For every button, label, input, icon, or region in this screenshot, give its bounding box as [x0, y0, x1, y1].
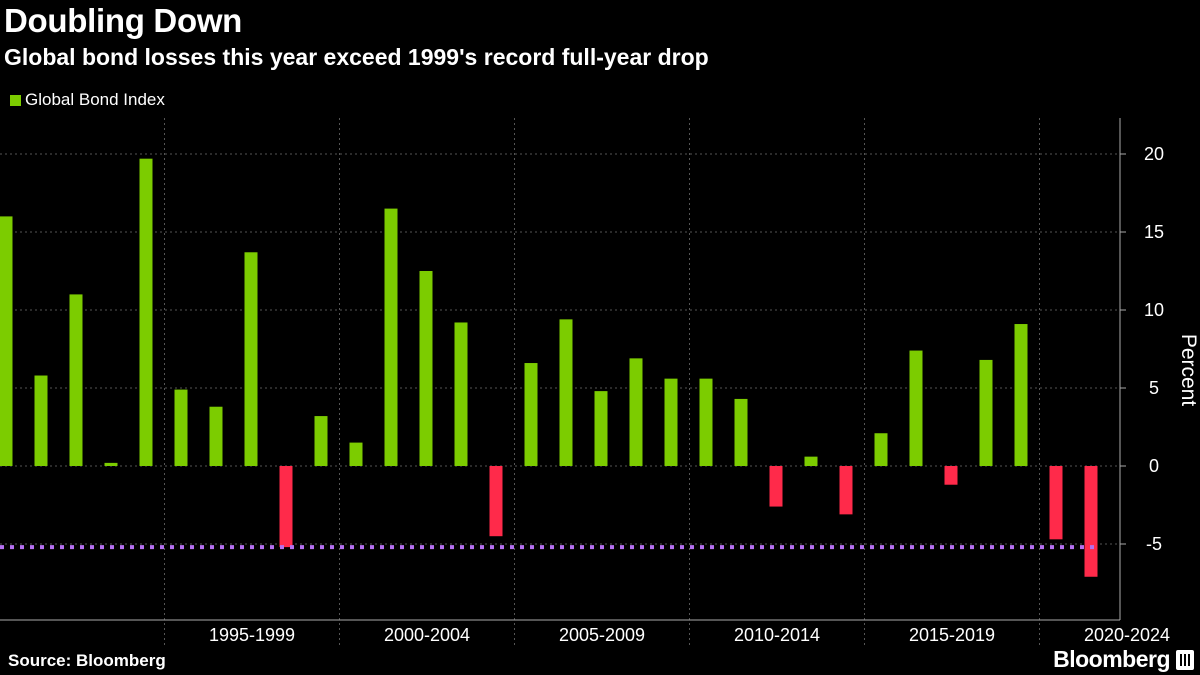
bloomberg-icon — [1176, 650, 1194, 670]
bar — [699, 378, 713, 466]
bar — [384, 208, 398, 466]
x-tick-label: 2015-2019 — [909, 625, 995, 645]
bar — [349, 442, 363, 466]
source-note: Source: Bloomberg — [8, 651, 166, 670]
legend: Global Bond Index — [10, 90, 165, 110]
chart-subtitle: Global bond losses this year exceed 1999… — [4, 44, 709, 70]
bar — [279, 466, 293, 548]
bar — [244, 252, 258, 466]
bar — [174, 389, 188, 466]
bar — [0, 216, 13, 466]
bar — [139, 158, 153, 466]
y-axis-title: Percent — [1177, 334, 1200, 407]
bar — [979, 359, 993, 466]
bar — [104, 462, 118, 466]
bar — [804, 456, 818, 466]
bar — [34, 375, 48, 466]
bar — [454, 322, 468, 466]
y-tick-label: 0 — [1149, 456, 1159, 476]
bar — [839, 466, 853, 515]
x-tick-label: 1995-1999 — [209, 625, 295, 645]
bar — [489, 466, 503, 537]
bar — [524, 363, 538, 466]
bar — [1014, 324, 1028, 466]
x-tick-label: 2020-2024 — [1084, 625, 1170, 645]
bar — [559, 319, 573, 466]
y-tick-label: -5 — [1146, 534, 1162, 554]
bar — [769, 466, 783, 507]
legend-label: Global Bond Index — [25, 90, 165, 109]
bar — [419, 271, 433, 466]
bar — [909, 350, 923, 466]
y-tick-label: 20 — [1144, 144, 1164, 164]
bar — [1049, 466, 1063, 540]
bar — [944, 466, 958, 485]
bar — [734, 398, 748, 466]
bar — [209, 406, 223, 466]
brand-logo: Bloomberg — [1053, 646, 1170, 672]
axis-layer: 20 15 10 5 0 -5 1995-1999 2000-2004 2005-2009 201… — [0, 118, 1200, 645]
bar — [69, 294, 83, 466]
x-tick-label: 2005-2009 — [559, 625, 645, 645]
bar — [629, 358, 643, 466]
y-tick-label: 15 — [1144, 222, 1164, 242]
chart-title: Doubling Down — [4, 2, 243, 39]
x-tick-label: 2000-2004 — [384, 625, 470, 645]
y-tick-label: 10 — [1144, 300, 1164, 320]
bar — [314, 416, 328, 466]
bar — [1084, 466, 1098, 577]
y-tick-label: 5 — [1149, 378, 1159, 398]
x-tick-label: 2010-2014 — [734, 625, 820, 645]
bar — [664, 378, 678, 466]
bar — [594, 391, 608, 466]
bar — [874, 433, 888, 466]
bar-layer — [0, 158, 1098, 577]
legend-swatch — [10, 94, 21, 106]
